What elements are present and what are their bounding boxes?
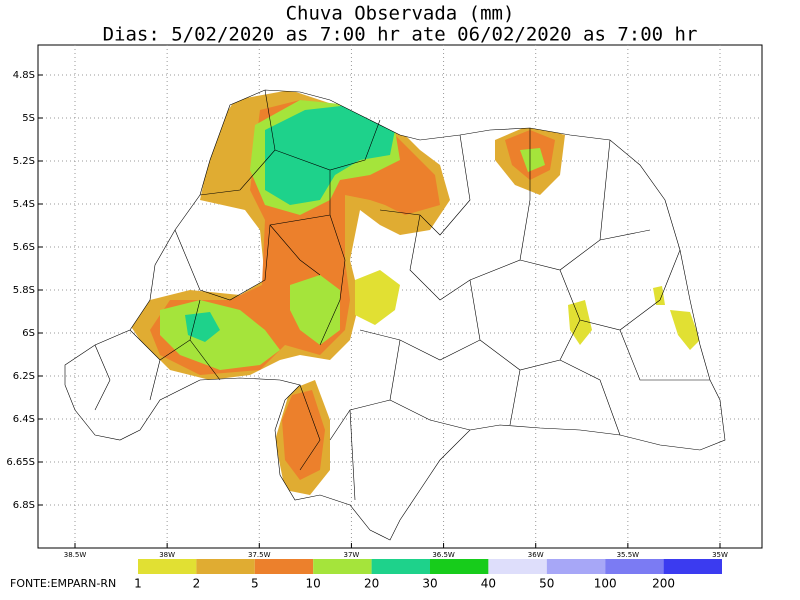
lat-label: 6.8S [13, 500, 35, 511]
lat-label: 5.2S [13, 156, 35, 167]
municipal-boundaries [64, 89, 726, 541]
legend-label: 200 [652, 577, 675, 591]
subtitle: Dias: 5/02/2020 as 7:00 hr ate 06/02/202… [103, 24, 698, 46]
lat-label: 5.4S [13, 199, 35, 210]
lat-label: 6.65S [6, 457, 35, 468]
legend-swatch [196, 559, 255, 574]
legend-swatch [663, 559, 722, 574]
lat-label: 6.2S [13, 371, 35, 382]
legend-label: 40 [481, 577, 496, 591]
lat-label: 5.8S [13, 285, 35, 296]
legend-swatch [313, 559, 372, 574]
legend-label: 50 [539, 577, 554, 591]
legend-label: 20 [364, 577, 379, 591]
lon-label: 35.5W [617, 551, 640, 559]
lat-label: 5S [22, 113, 35, 124]
legend-swatch [371, 559, 430, 574]
map-frame [37, 44, 763, 549]
lon-label: 38W [159, 551, 175, 559]
legend-label: 10 [306, 577, 321, 591]
legend-label: 30 [422, 577, 437, 591]
legend-swatch [138, 559, 197, 574]
lat-label: 4.8S [13, 70, 35, 81]
legend-label: 1 [134, 577, 142, 591]
lat-label: 6.4S [13, 414, 35, 425]
lon-label: 36W [528, 551, 544, 559]
lat-label: 6S [22, 328, 35, 339]
lon-label: 36.5W [432, 551, 455, 559]
legend-swatch [254, 559, 314, 574]
legend: 1 2 5 10 20 30 40 50 100 200 [134, 559, 722, 591]
lat-label: 5.6S [13, 242, 35, 253]
legend-label: 100 [594, 577, 617, 591]
rain-field [130, 90, 700, 495]
source: FONTE:EMPARN-RN [10, 577, 116, 590]
lon-label: 37.5W [248, 551, 271, 559]
legend-label: 5 [251, 577, 259, 591]
legend-swatch [546, 559, 606, 574]
legend-label: 2 [193, 577, 201, 591]
legend-swatch [605, 559, 664, 574]
legend-swatch [430, 559, 489, 574]
lon-label: 38.5W [64, 551, 87, 559]
axes: 4.8S 5S 5.2S 5.4S 5.6S 5.8S 6S 6.2S 6.4S 6.65S 6.8… [6, 70, 728, 559]
lon-label: 35W [712, 551, 728, 559]
legend-swatch [488, 559, 547, 574]
lon-label: 37W [344, 551, 360, 559]
title: Chuva Observada (mm) [286, 3, 515, 25]
